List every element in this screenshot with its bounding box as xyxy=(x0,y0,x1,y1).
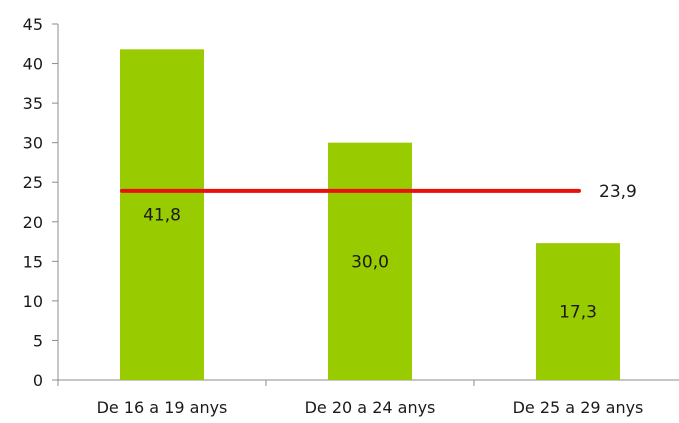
y-tick-label: 15 xyxy=(23,252,43,271)
bar xyxy=(536,243,620,380)
bar-value-label: 17,3 xyxy=(559,303,597,323)
y-axis: 0 5 10 15 20 25 30 35 40 45 xyxy=(23,15,59,390)
bar xyxy=(328,142,412,380)
y-tick-label: 25 xyxy=(23,173,43,192)
x-axis: De 16 a 19 anys De 20 a 24 anys De 25 a 29… xyxy=(57,379,679,417)
y-tick-label: 10 xyxy=(23,292,43,311)
bar-value-label: 30,0 xyxy=(351,252,389,272)
y-tick-label: 0 xyxy=(33,371,43,390)
y-tick-label: 45 xyxy=(23,15,43,34)
x-category-label: De 20 a 24 anys xyxy=(305,398,436,417)
x-category-label: De 16 a 19 anys xyxy=(97,398,228,417)
reference-line-group: 23,9 xyxy=(120,182,637,202)
data-labels: 41,8 30,0 17,3 xyxy=(143,206,597,323)
reference-line-label: 23,9 xyxy=(599,182,637,202)
y-tick-label: 20 xyxy=(23,213,43,232)
y-tick-label: 5 xyxy=(33,331,43,350)
bar-value-label: 41,8 xyxy=(143,206,181,226)
y-tick-label: 40 xyxy=(23,55,43,74)
y-tick-label: 30 xyxy=(23,134,43,153)
y-tick-label: 35 xyxy=(23,94,43,113)
bar xyxy=(120,49,204,381)
x-category-label: De 25 a 29 anys xyxy=(513,398,644,417)
bars xyxy=(120,49,620,381)
